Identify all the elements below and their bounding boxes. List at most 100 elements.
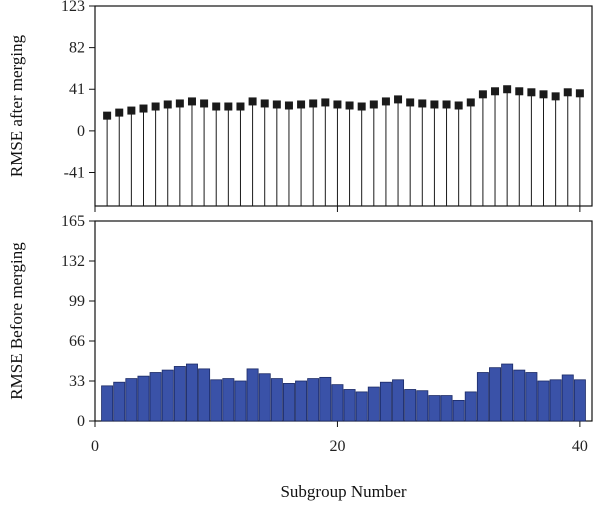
y-tick-label: 165: [61, 213, 85, 230]
bar: [379, 381, 392, 422]
stem-marker: [115, 108, 124, 117]
stem-marker: [236, 102, 245, 111]
bar: [282, 383, 295, 422]
stem-marker: [418, 99, 427, 108]
bar: [331, 384, 344, 422]
bar: [464, 391, 477, 422]
top-panel-stem-plot: -41 0 41 82 123 RMSE after merging: [7, 0, 593, 212]
stem-marker: [248, 97, 257, 106]
stem-marker: [406, 98, 415, 107]
y-tick-label: 0: [77, 413, 85, 430]
plot-frame-2: [94, 220, 593, 422]
stem-marker: [539, 90, 548, 99]
y-tick-label: 0: [77, 123, 85, 140]
bottom-panel-bar-chart: 0 33 66 99 132 165 RMSE Before merging 0 20 40 Sub…: [7, 213, 593, 501]
plot-frame-1: [94, 5, 593, 207]
y-tick-label: -41: [64, 164, 85, 181]
bar: [404, 389, 417, 422]
bar: [222, 378, 235, 422]
x-tick-label: 40: [572, 438, 588, 455]
stem-marker: [394, 95, 403, 104]
stem-marker: [187, 97, 196, 106]
stem-marker: [381, 97, 390, 106]
bar: [307, 378, 320, 422]
bar: [343, 389, 356, 422]
y-tick-label: 41: [69, 81, 85, 98]
bar: [234, 380, 247, 422]
bar: [573, 379, 586, 422]
stem-marker: [103, 111, 112, 120]
y-tick-label: 99: [69, 293, 85, 310]
stem-marker: [212, 102, 221, 111]
y-tick-label: 33: [69, 373, 85, 390]
stem-marker: [357, 102, 366, 111]
bar: [319, 376, 332, 422]
x-tick-label: 0: [91, 438, 99, 455]
bar: [561, 374, 574, 422]
stem-marker: [430, 100, 439, 109]
bar: [246, 368, 259, 422]
bar: [270, 378, 283, 422]
bar: [295, 380, 308, 422]
bar: [173, 366, 186, 422]
stem-marker: [151, 102, 160, 111]
bar: [452, 399, 465, 422]
stem-marker: [491, 87, 500, 96]
bar: [161, 369, 174, 422]
bar: [537, 380, 550, 422]
stem-marker: [527, 88, 536, 97]
bar: [210, 379, 223, 422]
y-tick-label: 66: [69, 333, 85, 350]
bar: [513, 369, 526, 422]
y-tick-label: 82: [69, 40, 85, 57]
stem-marker: [333, 100, 342, 109]
bar: [489, 367, 502, 422]
bar: [440, 395, 453, 422]
stem-marker: [272, 100, 281, 109]
stem-marker: [575, 89, 584, 98]
stem-marker: [478, 90, 487, 99]
stem-marker: [163, 100, 172, 109]
bar: [185, 363, 198, 422]
stem-marker: [466, 98, 475, 107]
stem-marker: [454, 101, 463, 110]
bar: [428, 395, 441, 422]
y-tick-label: 132: [61, 253, 85, 270]
bar: [101, 385, 114, 422]
stem-marker: [442, 100, 451, 109]
stem-marker: [127, 106, 136, 115]
bar: [125, 378, 138, 422]
stem-marker: [369, 100, 378, 109]
y-axis-title: RMSE Before merging: [7, 242, 26, 400]
bar: [198, 368, 211, 422]
stem-marker: [551, 92, 560, 101]
y-tick-label: 123: [61, 0, 85, 15]
stem-marker: [503, 85, 512, 94]
bar: [525, 372, 538, 422]
bar: [258, 373, 271, 422]
stem-marker: [200, 99, 209, 108]
x-tick-label: 20: [329, 438, 345, 455]
stem-marker: [175, 99, 184, 108]
x-axis-title: Subgroup Number: [280, 482, 406, 501]
stem-marker: [224, 102, 233, 111]
stem-marker: [563, 88, 572, 97]
stem-marker: [321, 98, 330, 107]
bar: [476, 372, 489, 422]
bar: [416, 390, 429, 422]
bar: [367, 386, 380, 422]
bar: [549, 379, 562, 422]
bar: [392, 379, 405, 422]
bar: [137, 375, 150, 422]
bar: [113, 381, 126, 422]
stem-marker: [139, 104, 148, 113]
stem-marker: [284, 101, 293, 110]
bar: [501, 363, 514, 422]
bar: [355, 391, 368, 422]
stem-marker: [515, 87, 524, 96]
stem-marker: [345, 101, 354, 110]
stem-marker: [309, 99, 318, 108]
y-axis-title: RMSE after merging: [7, 34, 26, 177]
